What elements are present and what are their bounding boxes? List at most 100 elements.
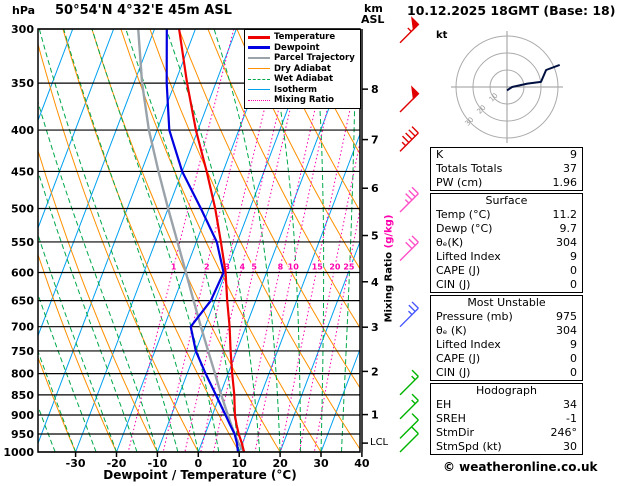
wet-adiabat-line xyxy=(213,29,281,452)
chart-legend: Temperature Dewpoint Parcel Trajectory Dry … xyxy=(244,29,361,109)
mixing-ratio-labels: 1 2 3 4 5 8 10 15 20 25 xyxy=(170,261,357,273)
pressure-tick-label: 1000 xyxy=(3,446,34,459)
panel-section-title: Most Unstable xyxy=(467,296,546,309)
mixing-ratio-label: 3 xyxy=(224,263,230,272)
panel-row-value: 9 xyxy=(570,250,577,263)
panel-row-value: 30 xyxy=(563,440,577,453)
hodograph-ring-label: 10 xyxy=(488,92,500,104)
panel-row: PW (cm) 1.96 xyxy=(431,176,582,190)
panel-row-value: 0 xyxy=(570,264,577,277)
panel-row: SREH -1 xyxy=(431,412,582,426)
legend-item: Dry Adiabat xyxy=(248,64,357,75)
pressure-unit-label: hPa xyxy=(12,4,36,17)
km-tick-label: 2 xyxy=(371,365,379,378)
parcel-trajectory-line xyxy=(137,29,246,452)
panel-row-label: Lifted Index xyxy=(436,250,501,263)
mixing-ratio-label: 20 xyxy=(329,263,341,272)
mixing-ratio-label: 25 xyxy=(343,263,355,272)
panel-section-title: Surface xyxy=(485,194,528,207)
pressure-tick-label: 900 xyxy=(11,409,34,422)
sounding-profiles xyxy=(137,29,246,452)
panel-row-label: θₑ(K) xyxy=(436,236,464,249)
legend-line-sample xyxy=(248,78,270,80)
legend-item: Parcel Trajectory xyxy=(248,53,357,64)
panel-row-label: Totals Totals xyxy=(436,162,503,175)
panel-row: Lifted Index 9 xyxy=(431,338,582,352)
km-tick-label: 1 xyxy=(371,409,379,422)
pressure-tick-label: 850 xyxy=(11,389,34,402)
panel-row: Temp (°C) 11.2 xyxy=(431,208,582,222)
legend-item-label: Mixing Ratio xyxy=(274,95,334,106)
panel-row-label: EH xyxy=(436,398,452,411)
panel-section-title: Hodograph xyxy=(476,384,537,397)
legend-item: Wet Adiabat xyxy=(248,74,357,85)
panel-row-value: 1.96 xyxy=(552,176,578,189)
dry-adiabat-line xyxy=(585,29,629,452)
panel-row-value: 975 xyxy=(556,310,577,323)
pressure-tick-label: 750 xyxy=(11,345,34,358)
legend-item-label: Dewpoint xyxy=(274,42,320,53)
dry-adiabat-line xyxy=(38,356,77,452)
panel-row-value: 304 xyxy=(556,236,577,249)
legend-line-sample xyxy=(248,68,270,70)
panel-row-value: 246° xyxy=(550,426,578,439)
panel-row: θₑ(K) 304 xyxy=(431,236,582,250)
panel-row-label: CIN (J) xyxy=(436,278,471,291)
panel-section: Surface Temp (°C) 11.2 Dewp (°C) 9.7 θₑ(K) 304… xyxy=(430,193,583,293)
panel-row-value: 0 xyxy=(570,278,577,291)
isotherm-line xyxy=(38,29,156,338)
pressure-tick-label: 800 xyxy=(11,368,34,381)
pressure-tick-label: 950 xyxy=(11,428,34,441)
wind-barb xyxy=(399,126,419,152)
panel-row-value: 9 xyxy=(570,148,577,161)
isotherm-line xyxy=(38,29,115,230)
panel-row-label: K xyxy=(436,148,444,161)
isotherm-line xyxy=(279,240,360,452)
indices-panel: K 9 Totals Totals 37 PW (cm) 1.96 Surface Temp … xyxy=(430,147,583,457)
pressure-tick-label: 400 xyxy=(11,124,34,137)
pressure-tick-label: 300 xyxy=(11,23,34,36)
temperature-tick-label: -30 xyxy=(66,457,86,470)
wet-adiabat-line xyxy=(341,29,356,452)
wet-adiabat-line xyxy=(91,29,220,452)
panel-row-label: Pressure (mb) xyxy=(436,310,513,323)
dry-adiabat-line xyxy=(294,29,360,156)
wind-barb xyxy=(399,235,419,262)
temperature-tick-label: 10 xyxy=(232,457,248,470)
panel-row-value: 0 xyxy=(570,366,577,379)
km-tick-label: 3 xyxy=(371,321,379,334)
pressure-tick-label: 700 xyxy=(11,321,34,334)
hodograph-ring xyxy=(489,69,525,105)
wet-adiabat-line xyxy=(313,29,325,452)
panel-row-value: 0 xyxy=(570,352,577,365)
panel-row-label: Dewp (°C) xyxy=(436,222,493,235)
temperature-line xyxy=(178,29,246,452)
temperature-axis: -30 -20 -10 0 10 20 30 40 xyxy=(66,452,370,470)
panel-row-label: Lifted Index xyxy=(436,338,501,351)
panel-row-value: 9.7 xyxy=(559,222,578,235)
panel-row-label: CAPE (J) xyxy=(436,264,481,277)
panel-row-label: CIN (J) xyxy=(436,366,471,379)
legend-item: Isotherm xyxy=(248,85,357,96)
hodograph-ring xyxy=(472,52,542,122)
copyright: © weatheronline.co.uk xyxy=(443,460,598,474)
dry-adiabat-line xyxy=(614,29,629,452)
legend-item: Dewpoint xyxy=(248,43,357,54)
altitude-axis: 8 7 6 5 4 3 2 1 xyxy=(361,29,379,452)
panel-row-label: PW (cm) xyxy=(436,176,483,189)
panel-section: K 9 Totals Totals 37 PW (cm) 1.96 xyxy=(430,147,583,191)
pressure-tick-label: 450 xyxy=(11,165,34,178)
mixing-ratio-label: 5 xyxy=(251,263,257,272)
mixing-ratio-label: 2 xyxy=(204,263,210,272)
panel-row: CAPE (J) 0 xyxy=(431,264,582,278)
altitude-unit-asl: ASL xyxy=(361,13,385,26)
km-tick-label: 4 xyxy=(371,276,379,289)
temperature-tick-label: 30 xyxy=(313,457,329,470)
panel-row: StmDir 246° xyxy=(431,426,582,440)
datetime-title: 10.12.2025 18GMT (Base: 18) xyxy=(407,3,616,18)
wind-barb xyxy=(399,16,420,44)
pressure-tick-label: 650 xyxy=(11,295,34,308)
